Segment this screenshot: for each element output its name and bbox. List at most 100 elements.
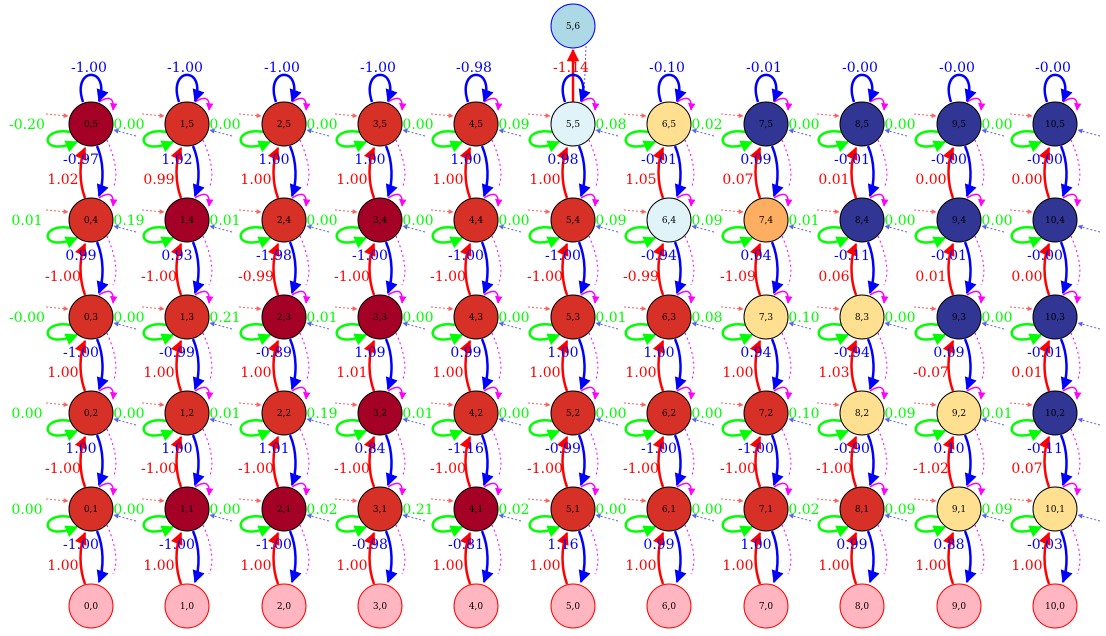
- node-7-1-circle: [743, 486, 789, 532]
- node-2-0-label: 2,0: [277, 602, 292, 612]
- edge-up-1-3: [170, 242, 183, 296]
- edge-up-3-2: [363, 339, 376, 392]
- node-10-1-circle: [1032, 486, 1078, 532]
- pink-arrow-8-2: [816, 402, 840, 408]
- lblue-arrow-10-3: [1077, 321, 1101, 330]
- self-label-9-5: -0.00: [939, 60, 975, 76]
- node-10-4-circle: [1032, 197, 1078, 243]
- node-3-5-circle: [357, 101, 403, 147]
- down-label-10-1: -0.03: [1027, 537, 1063, 553]
- edge-up-10-0: [1038, 531, 1051, 585]
- up-label-5-1: -1.00: [527, 461, 563, 477]
- green-loop-2-4: [239, 225, 272, 249]
- edge-down-9-1: [963, 530, 977, 584]
- node-9-4: 9,4: [936, 197, 982, 243]
- edge-down-2-2: [288, 434, 302, 487]
- down-label-3-4: -1.00: [352, 248, 388, 264]
- magenta-arc-1-2: [194, 386, 214, 400]
- green-loop-5-5: [528, 129, 561, 153]
- edge-up-8-3: [845, 242, 858, 296]
- green-loop-2-1: [239, 514, 272, 538]
- pink-arrow-4-5: [430, 113, 454, 119]
- node-8-1: 8,1: [839, 486, 885, 532]
- node-8-3-circle: [839, 294, 885, 340]
- node-1-0-label: 1,0: [180, 602, 195, 612]
- right-label-4-4: 0.00: [498, 213, 529, 229]
- blue-loop-10-5: [1043, 73, 1073, 103]
- green-loop-8-1: [817, 514, 850, 538]
- blue-loop-6-5: [657, 73, 687, 103]
- edge-dotted-9-1: [974, 524, 985, 575]
- node-2-2-circle: [261, 390, 307, 436]
- node-0-4-circle: [68, 197, 114, 243]
- node-6-0: 6,0: [646, 583, 692, 629]
- edge-down-7-1: [770, 530, 784, 584]
- edge-down-2-3: [288, 338, 302, 391]
- node-10-4-label: 10,4: [1045, 216, 1065, 226]
- down-label-5-3: 1.00: [547, 345, 578, 361]
- pink-arrow-9-3: [913, 306, 937, 312]
- node-10-5-label: 10,5: [1045, 120, 1065, 130]
- edge-down-3-3: [384, 338, 398, 391]
- lblue-arrow-10-2: [1077, 417, 1101, 426]
- edge-down-9-5: [963, 145, 977, 198]
- node-1-3-label: 1,3: [180, 313, 195, 323]
- right-label-1-2: 0.01: [209, 406, 240, 422]
- edge-down-10-5: [1059, 145, 1073, 198]
- edge-down-8-3: [866, 338, 880, 391]
- edge-down-7-3: [770, 338, 784, 391]
- edge-down-10-4: [1059, 241, 1073, 295]
- edge-up-6-1: [652, 435, 665, 488]
- right-label-2-2: 0.19: [306, 406, 337, 422]
- up-label-0-0: 1.00: [47, 558, 78, 574]
- edge-dotted-0-2: [106, 428, 117, 478]
- blue-loop-2-5: [272, 73, 302, 103]
- left-label-1: 0.00: [11, 502, 42, 518]
- edge-up-6-2: [652, 339, 665, 392]
- down-label-10-5: -0.00: [1027, 152, 1063, 168]
- pink-arrow-4-3: [430, 306, 454, 312]
- node-2-3: 2,3: [261, 294, 307, 340]
- magenta-arc-6-1: [676, 482, 696, 496]
- edge-down-5-1: [577, 530, 591, 584]
- node-9-0: 9,0: [936, 583, 982, 629]
- node-8-3-label: 8,3: [855, 313, 870, 323]
- up-label-6-3: -0.99: [623, 269, 659, 285]
- down-label-1-4: 0.93: [161, 248, 192, 264]
- node-9-1-circle: [936, 486, 982, 532]
- up-label-3-0: 1.00: [336, 558, 367, 574]
- pink-arrow-9-2: [913, 402, 937, 408]
- node-5-0: 5,0: [550, 583, 596, 629]
- pink-arrow-5-2: [527, 402, 551, 408]
- magenta-arc-5-1: [580, 482, 600, 496]
- self-label-8-5: -0.00: [842, 60, 878, 76]
- green-loop-9-5: [914, 129, 947, 153]
- node-1-2-circle: [164, 390, 210, 436]
- node-5-1-label: 5,1: [566, 505, 580, 515]
- down-label-9-1: 0.88: [933, 537, 964, 553]
- edge-down-5-4: [577, 241, 591, 295]
- up-label-2-2: 1.00: [240, 365, 271, 381]
- edge-dotted-6-3: [684, 332, 695, 382]
- edge-down-4-1: [480, 530, 494, 584]
- edge-labels-layer: -1.00 1.02 -1.00 1.00 -1.00 1.00 -0.97 0.99 -1.0…: [9, 60, 1071, 574]
- node-3-4-label: 3,4: [373, 216, 388, 226]
- green-loop-10-4: [1010, 225, 1043, 249]
- green-loop-4-2: [431, 418, 464, 442]
- down-label-7-2: -1.00: [738, 441, 774, 457]
- node-8-5-circle: [839, 101, 885, 147]
- node-4-5-circle: [453, 101, 499, 147]
- node-3-4: 3,4: [357, 197, 403, 243]
- node-0-2-circle: [68, 390, 114, 436]
- up-label-1-1: -1.00: [141, 461, 177, 477]
- down-label-3-5: 1.00: [354, 152, 385, 168]
- edge-dotted-3-3: [395, 332, 406, 382]
- magenta-arc-10-1: [1062, 482, 1082, 496]
- down-label-2-2: 1.01: [258, 441, 289, 457]
- node-1-3-circle: [164, 294, 210, 340]
- node-6-5-label: 6,5: [662, 120, 677, 130]
- green-loop-6-2: [624, 418, 657, 442]
- right-label-7-4: 0.01: [788, 213, 819, 229]
- edge-up-0-2: [74, 339, 87, 392]
- magenta-arc-4-3: [483, 290, 503, 304]
